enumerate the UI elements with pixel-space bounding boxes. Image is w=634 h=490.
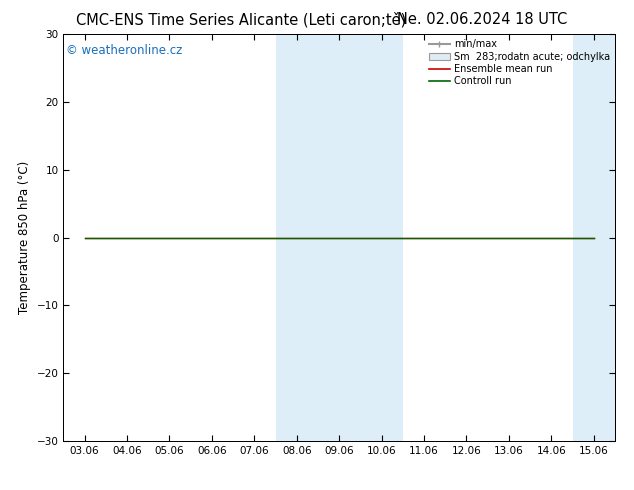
Text: Ne. 02.06.2024 18 UTC: Ne. 02.06.2024 18 UTC	[397, 12, 567, 27]
Legend: min/max, Sm  283;rodatn acute; odchylka, Ensemble mean run, Controll run: min/max, Sm 283;rodatn acute; odchylka, …	[429, 39, 610, 86]
Bar	[573, 34, 634, 441]
Text: © weatheronline.cz: © weatheronline.cz	[66, 45, 183, 57]
Y-axis label: Temperature 850 hPa (°C): Temperature 850 hPa (°C)	[18, 161, 31, 314]
Bar	[276, 34, 403, 441]
Text: CMC-ENS Time Series Alicante (Leti caron;tě): CMC-ENS Time Series Alicante (Leti caron…	[76, 12, 406, 28]
